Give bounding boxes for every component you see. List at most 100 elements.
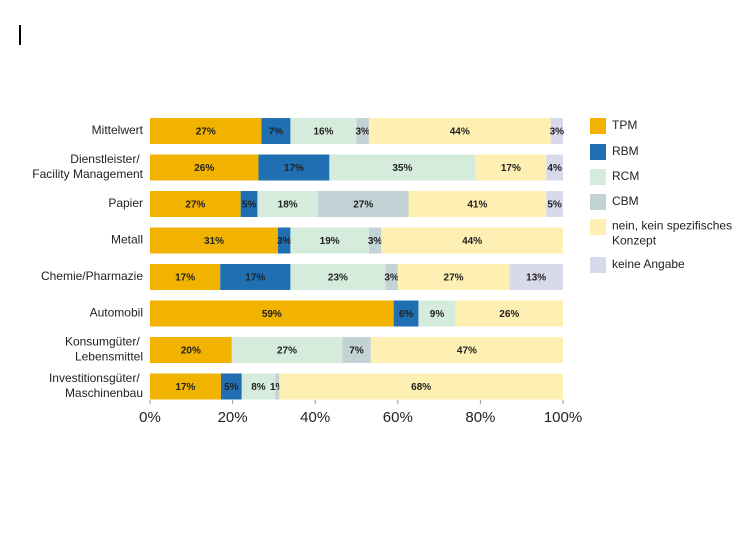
bar-segment [150,154,259,181]
bar-segment [231,337,343,363]
legend-swatch [590,219,606,235]
legend-label: CBM [612,194,639,208]
value-label: 44% [462,236,482,247]
bar-segment [241,373,276,400]
value-label: 17% [284,163,304,174]
bar-segment [240,191,258,217]
value-label: 35% [392,163,412,174]
bar-segment [257,191,318,217]
legend-label: keine Angabe [612,257,685,271]
bar-segment [368,118,551,144]
value-label: 27% [277,346,297,357]
bar-segment [150,191,241,217]
bar-segment [275,373,280,400]
value-label: 3% [384,273,399,284]
x-tick-label: 80% [465,409,495,426]
bar-segment [368,227,382,254]
value-label: 19% [320,236,340,247]
bar-segment [220,264,291,290]
value-label: 7% [349,346,364,357]
bar-segment [550,118,563,144]
category-label: Papier [108,196,143,210]
value-label: 1% [270,382,285,393]
bar-segment [150,300,394,327]
bar-segment [258,154,330,181]
value-label: 9% [430,309,445,320]
value-label: 3% [355,127,370,138]
value-label: 17% [175,382,195,393]
bar-segment [278,227,291,254]
value-label: 6% [399,309,414,320]
bar-segment [317,191,409,217]
bar-segment [329,154,476,181]
x-tick-label: 60% [383,409,413,426]
bar-segment [150,373,221,400]
value-label: 47% [457,346,477,357]
bar-segment [418,300,456,327]
category-label: Dienstleister/ Facility Management [32,152,143,181]
value-label: 16% [313,127,333,138]
value-label: 59% [262,309,282,320]
legend-label: TPM [612,118,637,132]
value-label: 5% [242,200,257,211]
value-label: 27% [196,127,216,138]
legend-swatch [590,144,606,160]
value-label: 3% [277,236,292,247]
bar-segment [220,373,242,400]
legend-label: RCM [612,169,639,183]
bar-segment [546,191,563,217]
x-tick-label: 0% [139,409,161,426]
bar-segment [279,373,563,400]
value-label: 5% [224,382,239,393]
value-label: 17% [245,273,265,284]
x-tick-label: 40% [300,409,330,426]
value-label: 13% [526,273,546,284]
legend-swatch [590,118,606,134]
value-label: 26% [499,309,519,320]
bar-segment [509,264,563,290]
bar-segment [290,227,369,254]
bar-segment [290,118,357,144]
category-label: Metall [111,233,143,247]
value-label: 18% [278,200,298,211]
value-label: 41% [467,200,487,211]
bar-segment [150,264,221,290]
value-label: 31% [204,236,224,247]
x-tick-label: 100% [544,409,582,426]
value-label: 3% [550,127,565,138]
value-label: 5% [547,200,562,211]
bar-segment [408,191,547,217]
category-label: Investitionsgüter/ Maschinenbau [49,371,143,400]
bar-segment [546,154,563,181]
category-label: Chemie/Pharmazie [41,269,143,283]
legend-swatch [590,169,606,185]
bar-segment [342,337,371,363]
value-label: 17% [501,163,521,174]
value-label: 27% [185,200,205,211]
bar-segment [356,118,369,144]
legend-swatch [590,194,606,210]
value-label: 7% [269,127,284,138]
value-label: 23% [328,273,348,284]
value-label: 27% [444,273,464,284]
bar-segment [475,154,547,181]
value-label: 68% [411,382,431,393]
bar-segment [150,118,262,144]
legend-label: RBM [612,144,639,158]
bar-segment [150,227,279,254]
value-label: 8% [251,382,266,393]
bar-segment [385,264,398,290]
bar-segment [261,118,291,144]
value-label: 3% [368,236,383,247]
category-label: Konsumgüter/ Lebensmittel [65,335,143,364]
bar-segment [290,264,386,290]
bar-segment [393,300,419,327]
value-label: 17% [175,273,195,284]
x-tick-label: 20% [218,409,248,426]
value-label: 20% [181,346,201,357]
value-label: 44% [450,127,470,138]
legend-label: nein, kein spezifisches Konzept [612,219,735,248]
legend-swatch [590,257,606,273]
category-label: Mittelwert [92,123,144,137]
